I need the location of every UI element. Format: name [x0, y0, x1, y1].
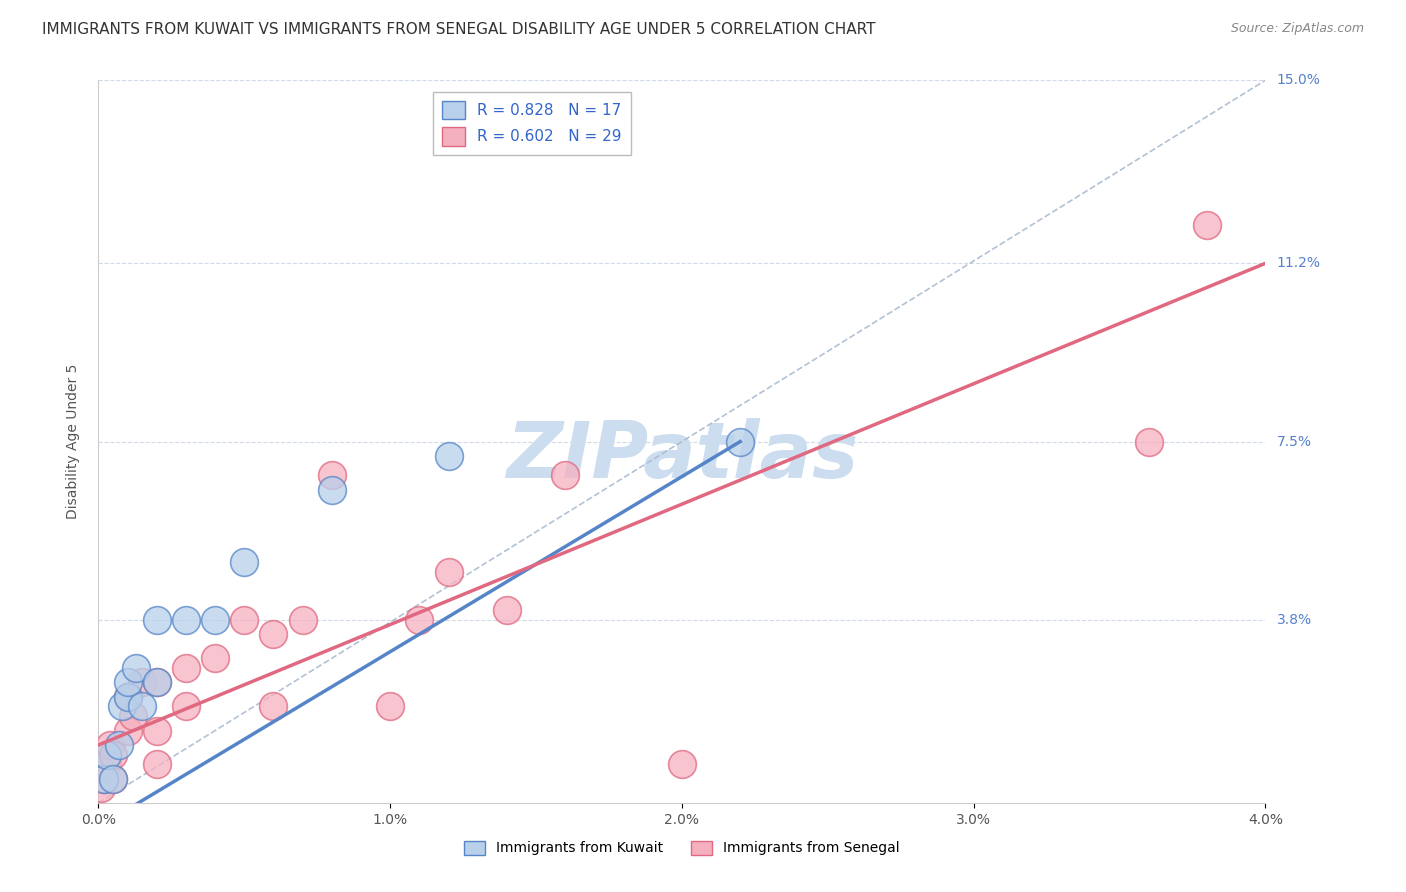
Point: [146, 723, 169, 738]
Point: [730, 434, 752, 449]
Point: [101, 772, 124, 786]
Point: [90, 781, 112, 796]
Point: [117, 675, 139, 690]
Point: [98, 738, 121, 752]
Point: [101, 772, 124, 786]
Point: [117, 723, 139, 738]
Point: [146, 613, 169, 627]
Legend: R = 0.828   N = 17, R = 0.602   N = 29: R = 0.828 N = 17, R = 0.602 N = 29: [433, 92, 631, 155]
Point: [437, 565, 460, 579]
Point: [174, 661, 197, 675]
Point: [408, 613, 430, 627]
Point: [262, 699, 284, 714]
Point: [321, 483, 343, 497]
Point: [262, 627, 284, 641]
Text: 7.5%: 7.5%: [1277, 434, 1312, 449]
Point: [174, 613, 197, 627]
Text: 11.2%: 11.2%: [1277, 256, 1320, 270]
Text: IMMIGRANTS FROM KUWAIT VS IMMIGRANTS FROM SENEGAL DISABILITY AGE UNDER 5 CORRELA: IMMIGRANTS FROM KUWAIT VS IMMIGRANTS FRO…: [42, 22, 876, 37]
Text: Source: ZipAtlas.com: Source: ZipAtlas.com: [1230, 22, 1364, 36]
Point: [117, 690, 139, 704]
Point: [437, 449, 460, 463]
Point: [321, 468, 343, 483]
Point: [101, 747, 124, 762]
Point: [122, 709, 145, 723]
Point: [204, 613, 226, 627]
Point: [671, 757, 693, 772]
Y-axis label: Disability Age Under 5: Disability Age Under 5: [66, 364, 80, 519]
Point: [93, 772, 115, 786]
Point: [233, 613, 256, 627]
Point: [554, 468, 576, 483]
Point: [93, 772, 115, 786]
Point: [96, 747, 118, 762]
Point: [117, 690, 139, 704]
Text: ZIPatlas: ZIPatlas: [506, 418, 858, 494]
Point: [204, 651, 226, 665]
Point: [496, 603, 519, 617]
Point: [125, 661, 148, 675]
Point: [131, 699, 153, 714]
Point: [131, 675, 153, 690]
Point: [233, 555, 256, 569]
Point: [96, 757, 118, 772]
Text: 3.8%: 3.8%: [1277, 613, 1312, 627]
Point: [174, 699, 197, 714]
Point: [1197, 218, 1219, 232]
Point: [146, 757, 169, 772]
Point: [146, 675, 169, 690]
Text: 15.0%: 15.0%: [1277, 73, 1320, 87]
Point: [380, 699, 402, 714]
Point: [291, 613, 314, 627]
Point: [111, 699, 134, 714]
Point: [1137, 434, 1160, 449]
Point: [146, 675, 169, 690]
Point: [108, 738, 131, 752]
